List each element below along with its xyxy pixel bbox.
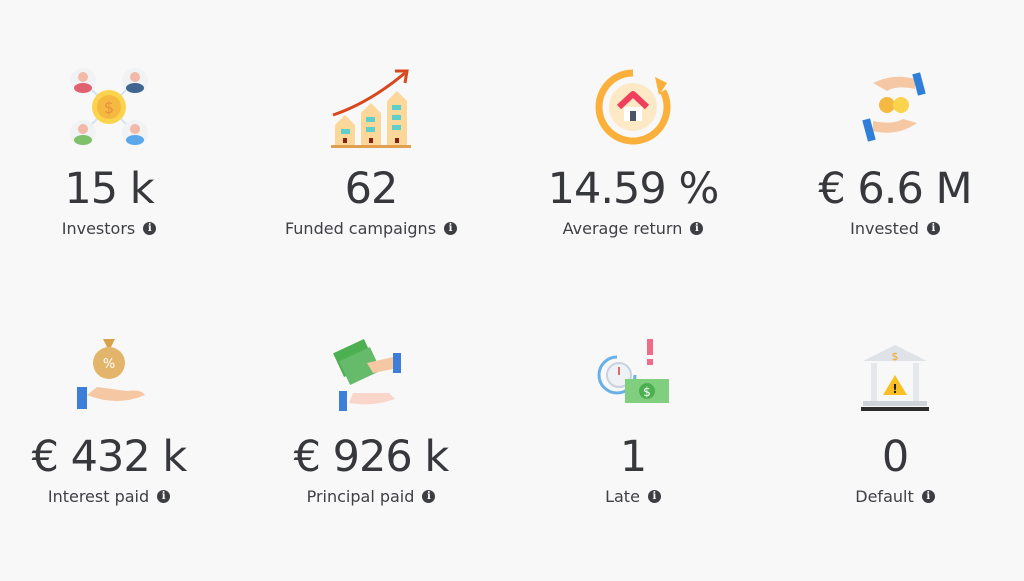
info-icon[interactable]: i	[926, 222, 940, 235]
stat-investors: $ 15 k Investors i	[0, 62, 240, 238]
stat-value: € 432 k	[31, 432, 188, 482]
stat-average-return: 14.59 % Average return i	[502, 62, 764, 238]
money-bag-hand-icon: %	[64, 330, 154, 420]
svg-text:!: !	[892, 382, 897, 396]
stat-late: $ 1 Late i	[502, 330, 764, 506]
stat-principal-paid: € 926 k Principal paid i	[240, 330, 502, 506]
stat-funded-campaigns: 62 Funded campaigns i	[240, 62, 502, 238]
svg-text:$: $	[892, 350, 899, 363]
stat-value: € 6.6 M	[818, 164, 972, 214]
growing-buildings-icon	[326, 62, 416, 152]
stat-label: Interest paid i	[47, 487, 171, 506]
stat-label: Invested i	[850, 219, 940, 238]
info-icon[interactable]: i	[157, 490, 171, 503]
stat-label: Funded campaigns i	[284, 219, 458, 238]
late-payment-icon: $	[588, 330, 678, 420]
stat-label-text: Invested	[850, 219, 919, 238]
house-return-icon	[588, 62, 678, 152]
stat-value: 0	[881, 432, 909, 482]
info-icon[interactable]: i	[422, 490, 436, 503]
stat-label: Principal paid i	[307, 487, 436, 506]
stat-default: $ ! 0 Default i	[764, 330, 1024, 506]
stat-label-text: Average return	[562, 219, 683, 238]
svg-text:$: $	[104, 98, 114, 117]
stat-invested: € 6.6 M Invested i	[764, 62, 1024, 238]
info-icon[interactable]: i	[690, 222, 704, 235]
stat-label-text: Investors	[61, 219, 136, 238]
stat-label: Late i	[605, 487, 661, 506]
stats-row: $ 15 k Investors i 62 Funded campaigns i	[0, 62, 1024, 238]
stat-value: 14.59 %	[547, 164, 720, 214]
stat-label: Investors i	[61, 219, 157, 238]
stat-label-text: Principal paid	[306, 487, 415, 506]
info-icon[interactable]: i	[444, 222, 458, 235]
stat-label-text: Default	[855, 487, 914, 506]
stat-label: Default i	[855, 487, 935, 506]
info-icon[interactable]: i	[647, 490, 661, 503]
stat-label-text: Funded campaigns	[284, 219, 437, 238]
cash-handover-icon	[326, 330, 416, 420]
stat-value: 62	[344, 164, 399, 214]
bank-warning-icon: $ !	[850, 330, 940, 420]
stat-label-text: Interest paid	[47, 487, 150, 506]
hands-coins-icon	[850, 62, 940, 152]
stat-label: Average return i	[563, 219, 704, 238]
info-icon[interactable]: i	[143, 222, 157, 235]
stat-value: 15 k	[64, 164, 154, 214]
stats-row: % € 432 k Interest paid i € 926 k Princip…	[0, 330, 1024, 506]
info-icon[interactable]: i	[921, 490, 935, 503]
stat-label-text: Late	[605, 487, 640, 506]
svg-text:$: $	[643, 385, 651, 399]
stat-value: € 926 k	[293, 432, 450, 482]
investors-network-icon: $	[64, 62, 154, 152]
stat-value: 1	[619, 432, 647, 482]
svg-text:%: %	[103, 357, 115, 372]
stat-interest-paid: % € 432 k Interest paid i	[0, 330, 240, 506]
